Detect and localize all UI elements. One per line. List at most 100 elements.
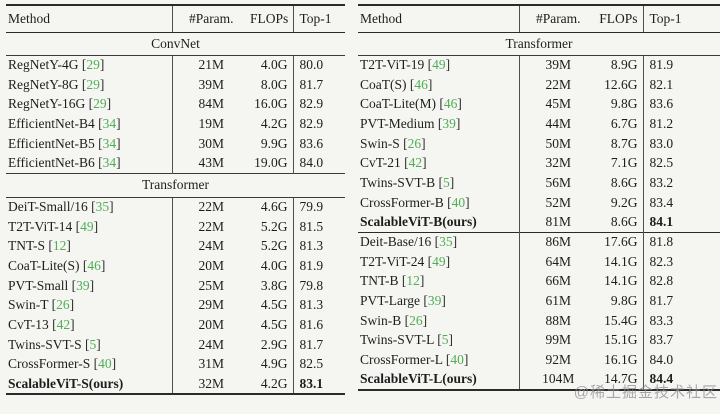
benchmark-table-left: Method #Param. FLOPs Top-1 ConvNet RegNet… <box>6 4 345 395</box>
method-cell: TNT-B [12] <box>360 273 425 289</box>
method-cell: CoaT(S) [46] <box>360 76 433 92</box>
method-cell: RegNetY-8G [29] <box>8 76 105 92</box>
flops-cell: 4.0G <box>260 258 288 274</box>
table-row: TNT-S [12] 24M 5.2G 81.3 <box>6 236 345 257</box>
citation-bracket: [ <box>427 57 433 73</box>
citation-number: 40 <box>450 352 464 368</box>
flops-cell: 8.6G <box>610 214 638 230</box>
flops-cell: 8.6G <box>610 174 638 190</box>
top1-cell: 82.9 <box>292 114 345 134</box>
table-row: CrossFormer-L [40] 92M 16.1G 84.0 <box>358 350 720 370</box>
method-cell: T2T-ViT-24 [49] <box>360 253 451 269</box>
citation-bracket: [ <box>409 76 415 92</box>
citation-bracket: ] <box>66 238 71 254</box>
method-cell: EfficientNet-B4 [34] <box>8 115 121 131</box>
top1-cell: 83.6 <box>642 94 720 115</box>
flops-cell: 15.4G <box>604 312 638 328</box>
method-cell: CvT-21 [42] <box>360 155 427 171</box>
section-row-transformer: Transformer <box>6 172 345 198</box>
method-cell: Twins-SVT-S [5] <box>8 336 101 352</box>
method-cell: ScalableViT-S(ours) <box>8 375 124 391</box>
top1-cell: 81.7 <box>292 334 345 355</box>
params-cell: 21M <box>171 55 250 75</box>
citation-bracket: ] <box>445 57 451 73</box>
method-cell: CoaT-Lite(M) [46] <box>360 96 462 112</box>
top1-cell: 84.0 <box>642 350 720 370</box>
table-body-right: Method #Param. FLOPs Top-1 Transformer T2… <box>358 5 720 390</box>
flops-cell: 5.2G <box>260 238 288 254</box>
citation-bracket: ] <box>463 352 469 368</box>
params-cell: 81M <box>518 212 597 233</box>
citation-bracket: [ <box>81 76 87 92</box>
citation-bracket: [ <box>427 253 433 269</box>
citation-bracket: [ <box>52 317 57 333</box>
citation-bracket: ] <box>106 96 112 112</box>
method-cell: Deit-Base/16 [35] <box>358 231 519 252</box>
table-row: CrossFormer-S [40] 31M 4.9G 82.5 <box>6 354 345 375</box>
table-row: Twins-SVT-B [5] 56M 8.6G 83.2 <box>358 173 720 193</box>
citation-bracket: [ <box>437 332 442 348</box>
citation-number: 29 <box>86 76 100 92</box>
table-row: T2T-ViT-24 [49] 64M 14.1G 82.3 <box>358 251 720 272</box>
params-cell: 45M <box>518 94 597 115</box>
params-cell: 22M <box>171 216 250 237</box>
table-row: PVT-Small [39] 25M 3.8G 79.8 <box>6 275 345 296</box>
citation-number: 49 <box>432 57 446 73</box>
citation-bracket: ] <box>452 234 458 250</box>
citation-number: 40 <box>451 194 466 210</box>
citation-number: 46 <box>87 258 101 274</box>
citation-bracket: ] <box>449 174 455 190</box>
method-cell: Swin-B [26] <box>360 312 428 328</box>
flops-cell: 19.0G <box>254 155 288 171</box>
params-cell: 20M <box>171 256 250 276</box>
flops-cell: 7.1G <box>610 155 638 171</box>
params-cell: 64M <box>518 251 597 272</box>
citation-bracket: ] <box>427 76 433 92</box>
table-row: T2T-ViT-19 [49] 39M 8.9G 81.9 <box>358 55 720 75</box>
citation-bracket: [ <box>84 336 90 352</box>
flops-cell: 14.7G <box>604 371 638 387</box>
citation-bracket: [ <box>98 115 103 131</box>
top1-cell: 83.6 <box>292 133 345 154</box>
table-row: ScalableViT-L(ours) 104M 14.7G 84.4 <box>358 370 720 390</box>
table-row: Swin-T [26] 29M 4.5G 81.3 <box>6 295 345 316</box>
params-cell: 24M <box>171 236 250 257</box>
method-cell: DeiT-Small/16 [35] <box>8 199 114 215</box>
citation-bracket: [ <box>98 135 103 151</box>
table-row: CvT-21 [42] 32M 7.1G 82.5 <box>358 153 720 174</box>
citation-bracket: ] <box>99 76 105 92</box>
top1-cell: 81.3 <box>292 295 345 316</box>
table-row: Swin-S [26] 50M 8.7G 83.0 <box>358 133 720 154</box>
params-cell: 56M <box>518 173 597 193</box>
params-cell: 92M <box>518 350 597 370</box>
top1-cell: 81.2 <box>642 114 720 134</box>
flops-cell: 6.7G <box>610 115 638 131</box>
citation-number: 39 <box>442 115 456 131</box>
top1-cell: 83.7 <box>642 330 720 351</box>
params-cell: 32M <box>171 374 250 394</box>
table-row: RegNetY-8G [29] 39M 8.0G 81.7 <box>6 74 345 95</box>
citation-number: 35 <box>439 234 453 250</box>
citation-number: 29 <box>93 96 107 112</box>
table-row: PVT-Medium [39] 44M 6.7G 81.2 <box>358 114 720 134</box>
section-row-convnet: ConvNet <box>6 32 345 56</box>
table-header-row: Method #Param. FLOPs Top-1 <box>6 5 345 33</box>
params-cell: 50M <box>518 133 597 154</box>
method-cell: Twins-SVT-L [5] <box>360 332 453 348</box>
method-cell: PVT-Small [39] <box>8 277 95 293</box>
citation-bracket: [ <box>423 293 428 309</box>
method-cell: PVT-Large [39] <box>360 293 446 309</box>
top1-cell: 84.4 <box>642 370 720 390</box>
method-cell: CoaT-Lite(S) [46] <box>8 258 106 274</box>
params-cell: 20M <box>171 315 250 335</box>
citation-bracket: ] <box>70 317 75 333</box>
table-row: T2T-ViT-14 [49] 22M 5.2G 81.5 <box>6 216 345 237</box>
params-cell: 66M <box>518 271 597 292</box>
params-cell: 88M <box>518 310 597 331</box>
table-row: Twins-SVT-L [5] 99M 15.1G 83.7 <box>358 330 720 351</box>
top1-cell: 80.0 <box>292 55 345 75</box>
top1-cell: 82.5 <box>642 153 720 174</box>
section-label: ConvNet <box>6 32 345 56</box>
method-cell: T2T-ViT-19 [49] <box>360 57 451 73</box>
